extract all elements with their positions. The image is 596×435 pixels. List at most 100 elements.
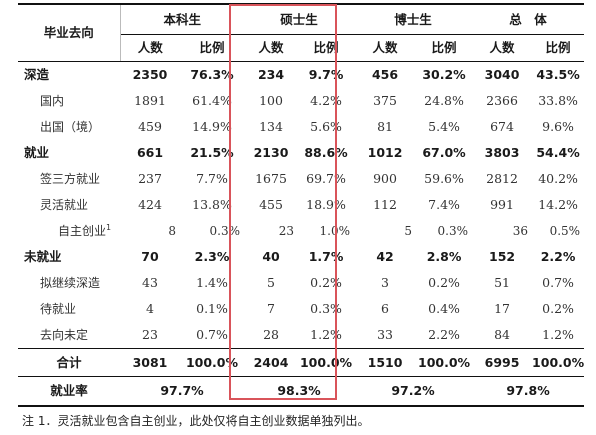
table-cell: 2.8% [426, 249, 462, 264]
footnote: 注 1．灵活就业包含自主创业，此处仅将自主创业数据单独列出。 [22, 414, 370, 428]
rate-cell: 97.8% [506, 383, 550, 398]
table-cell: 21.5% [190, 145, 234, 160]
table-cell: 33 [377, 327, 393, 342]
table-cell: 43 [142, 275, 158, 290]
table-row: 国内 1891 61.4% 100 4.2% 375 24.8% 2366 33… [18, 88, 584, 114]
table-row: 签三方就业 237 7.7% 1675 69.7% 900 59.6% 2812… [18, 166, 584, 192]
row-label: 国内 [40, 94, 65, 108]
row-label: 去向未定 [40, 328, 89, 342]
row-label: 就业率 [50, 383, 88, 398]
header-ratio: 比例 [199, 40, 225, 55]
header-destination: 毕业去向 [18, 4, 121, 62]
table-cell: 7.4% [428, 197, 460, 212]
table-cell: 4 [146, 301, 154, 316]
table-cell: 2.2% [540, 249, 576, 264]
table-cell: 455 [259, 197, 283, 212]
header-row-groups: 毕业去向 本科生 硕士生 博士生 总 体 [18, 4, 585, 62]
table-cell: 674 [490, 119, 514, 134]
table-cell: 0.5% [549, 224, 581, 238]
table-cell: 8 [168, 224, 176, 238]
table-cell: 1891 [134, 93, 166, 108]
table-cell: 152 [489, 249, 516, 264]
graduate-destination-table: 毕业去向 本科生 硕士生 博士生 总 体 人数 比例 人数 比例 人数 比例 人… [18, 3, 584, 407]
table-cell: 3040 [484, 67, 520, 82]
table-cell: 0.1% [196, 301, 228, 316]
table-cell: 2404 [253, 354, 289, 370]
table-cell: 6 [381, 301, 389, 316]
table-cell: 0.2% [310, 275, 342, 290]
table-row: 自主创业1 8 0.3% 23 1.0% 5 0.3% 36 0.5% [18, 218, 584, 244]
table-cell: 70 [141, 249, 159, 264]
row-label: 待就业 [40, 302, 77, 316]
table-cell: 234 [257, 67, 285, 82]
table-cell: 81 [377, 119, 393, 134]
table-cell: 7.7% [196, 171, 228, 186]
table-cell: 100.0% [299, 354, 353, 370]
table-cell: 134 [259, 119, 283, 134]
table-cell: 5 [267, 275, 275, 290]
table-cell: 2366 [486, 93, 518, 108]
table-row: 未就业 70 2.3% 40 1.7% 42 2.8% 152 2.2% [18, 244, 584, 270]
table-cell: 1012 [367, 145, 403, 160]
table-cell: 5.4% [428, 119, 460, 134]
table-cell: 40.2% [538, 171, 578, 186]
rate-cell: 98.3% [277, 383, 321, 398]
table-cell: 88.6% [304, 145, 348, 160]
table-cell: 100 [259, 93, 283, 108]
row-label: 就业 [24, 145, 50, 160]
table-cell: 100.0% [185, 354, 239, 370]
table-cell: 9.7% [308, 67, 344, 82]
table-cell: 1.7% [308, 249, 344, 264]
total-row: 合计 3081 100.0% 2404 100.0% 1510 100.0% 6… [18, 349, 584, 377]
footnote-marker: 1 [106, 223, 112, 232]
row-label: 灵活就业 [40, 198, 89, 212]
table-cell: 51 [494, 275, 510, 290]
header-overall: 总 体 [472, 4, 585, 35]
table-cell: 54.4% [536, 145, 580, 160]
table-cell: 33.8% [538, 93, 578, 108]
table-cell: 0.3% [209, 224, 241, 238]
table-cell: 67.0% [422, 145, 466, 160]
table-cell: 100.0% [418, 354, 471, 370]
table-cell: 14.9% [192, 119, 232, 134]
table-cell: 0.7% [196, 327, 228, 342]
table-cell: 1.0% [319, 224, 351, 238]
table-cell: 59.6% [424, 171, 464, 186]
header-undergrad: 本科生 [120, 4, 245, 35]
table-cell: 5.6% [310, 119, 342, 134]
table-cell: 61.4% [192, 93, 232, 108]
table-row: 去向未定 23 0.7% 28 1.2% 33 2.2% 84 1.2% [18, 322, 585, 349]
table-cell: 13.8% [192, 197, 232, 212]
table-cell: 900 [373, 171, 397, 186]
table-cell: 3 [381, 275, 389, 290]
table-row: 深造 2350 76.3% 234 9.7% 456 30.2% 3040 43… [18, 62, 584, 89]
table-cell: 2350 [132, 67, 168, 82]
table-row: 拟继续深造 43 1.4% 5 0.2% 3 0.2% 51 0.7% [18, 270, 584, 296]
table-cell: 424 [138, 197, 162, 212]
table-cell: 17 [494, 301, 510, 316]
rate-cell: 97.2% [391, 383, 435, 398]
header-doctor: 博士生 [354, 4, 473, 35]
table-cell: 4.2% [310, 93, 342, 108]
header-count: 人数 [489, 40, 515, 55]
header-ratio: 比例 [431, 40, 457, 55]
row-label: 出国（境） [40, 120, 101, 134]
table-cell: 100.0% [532, 354, 585, 370]
table-cell: 1.4% [196, 275, 228, 290]
header-count: 人数 [372, 40, 398, 55]
table-cell: 40 [262, 249, 280, 264]
table-cell: 0.3% [310, 301, 342, 316]
row-label: 深造 [24, 67, 50, 82]
table-cell: 28 [263, 327, 279, 342]
table-cell: 24.8% [424, 93, 464, 108]
table-cell: 18.9% [306, 197, 346, 212]
header-count: 人数 [137, 40, 163, 55]
table-cell: 0.2% [428, 275, 460, 290]
table-cell: 1.2% [310, 327, 342, 342]
table-row: 待就业 4 0.1% 7 0.3% 6 0.4% 17 0.2% [18, 296, 584, 322]
table-cell: 0.7% [542, 275, 574, 290]
table-cell: 84 [494, 327, 510, 342]
table-cell: 36 [512, 224, 529, 238]
row-label: 自主创业1 [18, 218, 120, 244]
